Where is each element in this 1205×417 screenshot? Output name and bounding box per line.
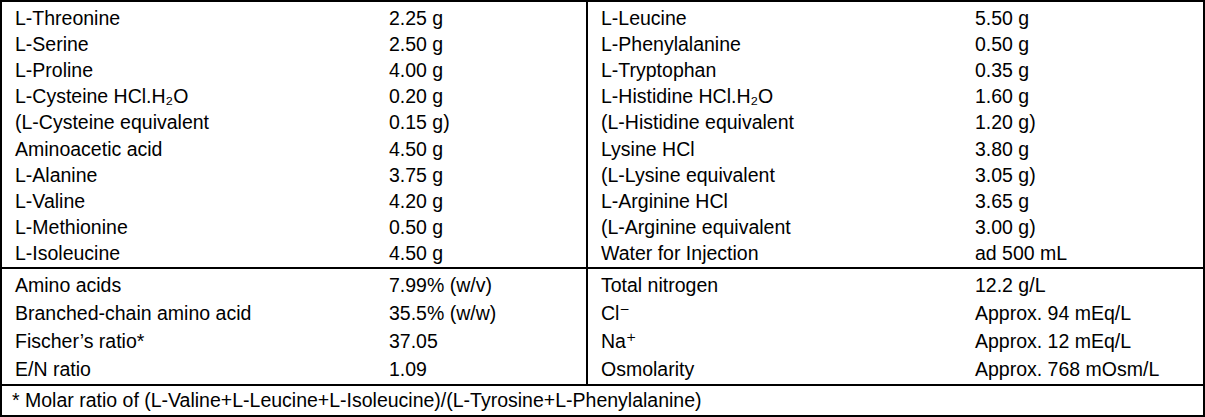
table-row: Amino acids7.99% (w/v) (15, 272, 586, 300)
table-row: (L-Histidine equivalent1.20 g) (601, 110, 1203, 136)
table-row: (L-Arginine equivalent3.00 g) (601, 215, 1203, 241)
ingredient-amount: 0.15 g) (389, 111, 586, 134)
table-row: E/N ratio1.09 (15, 355, 586, 383)
ingredient-name: (L-Arginine equivalent (601, 216, 975, 239)
properties-left-column: Amino acids7.99% (w/v) Branched-chain am… (2, 269, 588, 384)
table-row: Total nitrogen12.2 g/L (601, 272, 1203, 300)
table-row: L-Cysteine HCl.H₂O0.20 g (15, 84, 586, 110)
property-name: Branched-chain amino acid (15, 302, 389, 325)
ingredient-amount: 4.50 g (389, 138, 586, 161)
ingredient-amount: ad 500 mL (975, 242, 1203, 265)
property-value: Approx. 768 mOsm/L (975, 358, 1203, 381)
ingredient-amount: 4.00 g (389, 59, 586, 82)
property-value: 35.5% (w/w) (389, 302, 586, 325)
property-value: Approx. 12 mEq/L (975, 330, 1203, 353)
ingredient-amount: 4.50 g (389, 242, 586, 265)
property-name: Osmolarity (601, 358, 975, 381)
table-row: L-Isoleucine4.50 g (15, 241, 586, 267)
property-name: Na⁺ (601, 330, 975, 353)
footnote-text: * Molar ratio of (L-Valine+L-Leucine+L-I… (12, 389, 702, 412)
table-row: L-Leucine5.50 g (601, 5, 1203, 31)
ingredient-name: L-Histidine HCl.H₂O (601, 85, 975, 108)
property-name: Cl⁻ (601, 302, 975, 325)
ingredient-amount: 5.50 g (975, 7, 1203, 30)
composition-table: L-Threonine2.25 g L-Serine2.50 g L-Proli… (0, 0, 1205, 417)
ingredient-name: L-Cysteine HCl.H₂O (15, 85, 389, 108)
table-row: Water for Injectionad 500 mL (601, 241, 1203, 267)
ingredient-name: Water for Injection (601, 242, 975, 265)
ingredient-name: L-Arginine HCl (601, 190, 975, 213)
ingredient-name: Aminoacetic acid (15, 138, 389, 161)
property-value: 1.09 (389, 358, 586, 381)
ingredient-amount: 2.50 g (389, 33, 586, 56)
ingredient-amount: 0.35 g (975, 59, 1203, 82)
properties-section: Amino acids7.99% (w/v) Branched-chain am… (2, 267, 1203, 384)
composition-right-column: L-Leucine5.50 g L-Phenylalanine0.50 g L-… (588, 2, 1203, 267)
table-row: L-Arginine HCl3.65 g (601, 188, 1203, 214)
property-value: 7.99% (w/v) (389, 274, 586, 297)
table-row: Cl⁻Approx. 94 mEq/L (601, 300, 1203, 328)
property-name: E/N ratio (15, 358, 389, 381)
ingredient-name: (L-Cysteine equivalent (15, 111, 389, 134)
table-row: Fischer’s ratio*37.05 (15, 328, 586, 356)
table-row: L-Serine2.50 g (15, 31, 586, 57)
table-row: Na⁺Approx. 12 mEq/L (601, 328, 1203, 356)
ingredient-name: L-Threonine (15, 7, 389, 30)
property-value: Approx. 94 mEq/L (975, 302, 1203, 325)
ingredient-amount: 1.20 g) (975, 111, 1203, 134)
ingredient-amount: 4.20 g (389, 190, 586, 213)
table-row: OsmolarityApprox. 768 mOsm/L (601, 355, 1203, 383)
table-row: L-Histidine HCl.H₂O1.60 g (601, 84, 1203, 110)
table-row: L-Threonine2.25 g (15, 5, 586, 31)
property-value: 12.2 g/L (975, 274, 1203, 297)
ingredient-amount: 0.20 g (389, 85, 586, 108)
ingredient-name: L-Alanine (15, 164, 389, 187)
ingredient-name: L-Leucine (601, 7, 975, 30)
ingredient-name: (L-Histidine equivalent (601, 111, 975, 134)
ingredient-name: (L-Lysine equivalent (601, 164, 975, 187)
ingredient-name: L-Isoleucine (15, 242, 389, 265)
ingredient-name: L-Proline (15, 59, 389, 82)
composition-left-column: L-Threonine2.25 g L-Serine2.50 g L-Proli… (2, 2, 588, 267)
ingredient-amount: 3.75 g (389, 164, 586, 187)
ingredient-amount: 2.25 g (389, 7, 586, 30)
ingredient-name: L-Phenylalanine (601, 33, 975, 56)
property-name: Fischer’s ratio* (15, 330, 389, 353)
ingredient-amount: 0.50 g (975, 33, 1203, 56)
ingredient-name: L-Serine (15, 33, 389, 56)
ingredient-amount: 0.50 g (389, 216, 586, 239)
properties-right-column: Total nitrogen12.2 g/L Cl⁻Approx. 94 mEq… (588, 269, 1203, 384)
table-row: L-Valine4.20 g (15, 188, 586, 214)
table-row: (L-Cysteine equivalent0.15 g) (15, 110, 586, 136)
table-row: L-Phenylalanine0.50 g (601, 31, 1203, 57)
ingredient-name: L-Valine (15, 190, 389, 213)
table-row: L-Tryptophan0.35 g (601, 57, 1203, 83)
table-row: (L-Lysine equivalent3.05 g) (601, 162, 1203, 188)
footnote: * Molar ratio of (L-Valine+L-Leucine+L-I… (2, 384, 1203, 415)
composition-section: L-Threonine2.25 g L-Serine2.50 g L-Proli… (2, 2, 1203, 267)
table-row: L-Methionine0.50 g (15, 215, 586, 241)
ingredient-amount: 3.65 g (975, 190, 1203, 213)
table-row: Lysine HCl3.80 g (601, 136, 1203, 162)
ingredient-amount: 1.60 g (975, 85, 1203, 108)
ingredient-amount: 3.00 g) (975, 216, 1203, 239)
property-value: 37.05 (389, 330, 586, 353)
table-row: L-Proline4.00 g (15, 57, 586, 83)
table-row: Aminoacetic acid4.50 g (15, 136, 586, 162)
ingredient-amount: 3.05 g) (975, 164, 1203, 187)
ingredient-name: L-Methionine (15, 216, 389, 239)
table-row: L-Alanine3.75 g (15, 162, 586, 188)
property-name: Amino acids (15, 274, 389, 297)
table-row: Branched-chain amino acid35.5% (w/w) (15, 300, 586, 328)
property-name: Total nitrogen (601, 274, 975, 297)
ingredient-name: Lysine HCl (601, 138, 975, 161)
ingredient-name: L-Tryptophan (601, 59, 975, 82)
ingredient-amount: 3.80 g (975, 138, 1203, 161)
